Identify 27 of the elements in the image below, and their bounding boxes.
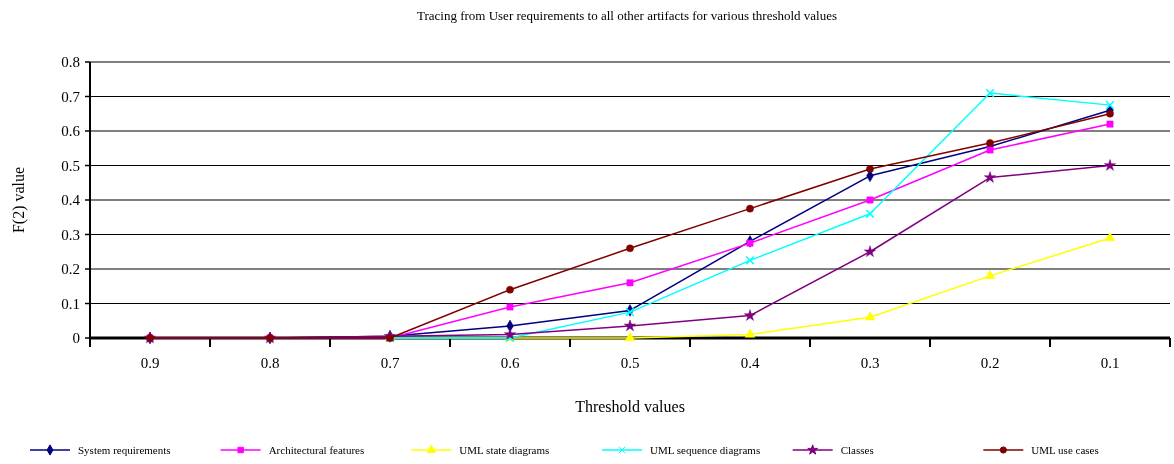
y-tick-label: 0.5 [61, 157, 80, 174]
legend-label: UML use cases [1031, 443, 1099, 456]
legend-label: Architectural features [268, 443, 365, 456]
x-tick-label: 0.8 [260, 355, 280, 371]
y-tick-label: 0.2 [61, 261, 80, 278]
x-tick-label: 0.5 [620, 355, 640, 371]
y-tick-label: 0.6 [61, 123, 81, 140]
legend-label: Classes [840, 443, 874, 456]
x-axis-title: Threshold values [575, 398, 685, 415]
x-tick-label: 0.3 [860, 355, 880, 371]
x-tick-label: 0.7 [380, 355, 400, 371]
x-tick-label: 0.4 [740, 355, 760, 371]
y-axis-title: F(2) value [10, 166, 28, 234]
x-tick-label: 0.9 [140, 355, 160, 371]
y-tick-label: 0.4 [61, 192, 81, 209]
y-tick-label: 0.3 [61, 226, 80, 243]
legend-label: System requirements [78, 443, 171, 456]
legend-label: UML sequence diagrams [650, 443, 761, 456]
y-tick-label: 0.8 [61, 54, 80, 71]
chart-title: Tracing from User requirements to all other artifacts for various threshold values [416, 8, 838, 23]
y-tick-label: 0 [72, 330, 80, 347]
y-tick-label: 0.7 [61, 88, 81, 105]
y-tick-label: 0.1 [61, 295, 80, 312]
x-tick-label: 0.2 [980, 355, 1000, 371]
x-tick-label: 0.6 [500, 355, 520, 371]
legend-label: UML state diagrams [459, 443, 550, 456]
x-tick-label: 0.1 [1100, 355, 1120, 371]
